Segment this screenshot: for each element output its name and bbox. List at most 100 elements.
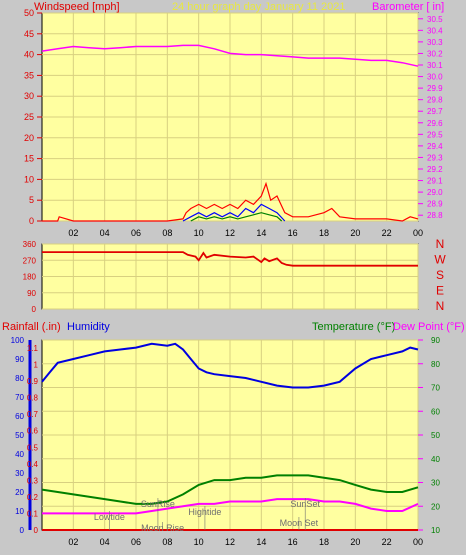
series-line-0 (42, 251, 418, 267)
series-line-0 (42, 181, 419, 222)
tick-label: 28.8 (427, 211, 443, 220)
tick-label: 30.4 (427, 26, 443, 35)
tick-label: 04 (100, 228, 110, 238)
series-line-2 (42, 498, 419, 515)
tick-label: 29.7 (427, 107, 443, 116)
tick-label: 08 (162, 228, 172, 238)
temperature-axis-ticks: 10 20 30 40 50 60 70 80 90 (418, 336, 440, 535)
tick-label: 90 (431, 336, 440, 345)
tick-label: 29.5 (427, 130, 443, 139)
tick-label: 0.4 (27, 460, 39, 469)
barometer-axis-ticks: 28.8 28.9 29.0 29.1 29.2 29.3 29.4 29.5 29.6 29.7… (418, 15, 443, 220)
tick-label: 08 (162, 537, 172, 547)
tick-label: 5 (29, 195, 34, 205)
tick-label: 1.1 (27, 344, 39, 353)
tick-label: 50 (431, 431, 440, 440)
compass-label: E (436, 284, 444, 298)
event-label: Hightide (188, 507, 221, 517)
tick-label: 80 (15, 374, 24, 383)
tick-label: 50 (24, 8, 34, 18)
windspeed-series (41, 44, 419, 222)
tick-label: 20 (15, 488, 24, 497)
tick-label: 30 (24, 91, 34, 101)
tick-label: 0 (32, 305, 37, 314)
tick-label: 40 (15, 450, 24, 459)
tick-label: 29.9 (427, 84, 443, 93)
tick-label: 0.6 (27, 427, 39, 436)
tick-label: 15 (24, 154, 34, 164)
temperature-axis-title: Temperature (°F) (312, 321, 395, 333)
tick-label: 70 (431, 384, 440, 393)
tick-label: 30 (431, 479, 440, 488)
chart-title: 24 hour graph day January 11 2021 (172, 1, 345, 13)
tick-label: 29.3 (427, 153, 443, 162)
tick-label: 16 (288, 228, 298, 238)
tick-label: 50 (15, 431, 24, 440)
tick-label: 20 (431, 502, 440, 511)
tick-label: 29.1 (427, 177, 443, 186)
tick-label: 10 (194, 228, 204, 238)
tick-label: 30 (15, 469, 24, 478)
tick-label: 360 (23, 240, 37, 249)
tick-label: 0.7 (27, 410, 39, 419)
tick-label: 30.2 (427, 49, 443, 58)
event-label: Lowtide (94, 512, 125, 522)
tick-label: 90 (27, 289, 36, 298)
tick-label: 0.1 (27, 509, 39, 518)
tick-label: 40 (431, 455, 440, 464)
tick-label: 20 (24, 133, 34, 143)
barometer-axis-title: Barometer [ in] (372, 1, 444, 13)
tick-label: 29.0 (427, 188, 443, 197)
tick-label: 04 (100, 537, 110, 547)
tick-label: 02 (68, 228, 78, 238)
event-label: Moon Rise (141, 523, 184, 533)
humidity-axis-ticks: 0 0.1 0.2 0.3 0.4 0.5 0.6 0.7 0.8 0.9 1 1.1 (27, 344, 39, 535)
tick-label: 45 (24, 29, 34, 39)
tick-label: 35 (24, 70, 34, 80)
tick-label: 29.6 (427, 119, 443, 128)
tick-label: 1 (34, 361, 39, 370)
windspeed-grid (42, 12, 419, 222)
tick-label: 0.5 (27, 443, 39, 452)
tick-label: 0.3 (27, 476, 39, 485)
tick-label: 10 (431, 526, 440, 535)
windspeed-axis-title: Windspeed [mph] (34, 1, 120, 13)
tick-label: 29.8 (427, 96, 443, 105)
tick-label: 30.5 (427, 15, 443, 24)
dewpoint-axis-title: Dew Point (°F) (393, 321, 465, 333)
event-label: SunSet (290, 499, 320, 509)
tick-label: 40 (24, 50, 34, 60)
compass-label: N (436, 299, 445, 313)
tick-label: 0 (34, 526, 39, 535)
tick-label: 270 (23, 256, 37, 265)
tick-label: 60 (431, 407, 440, 416)
tick-label: 90 (15, 355, 24, 364)
rainfall-axis-ticks: 0 10 20 30 40 50 60 70 80 90 100 (11, 336, 32, 535)
tick-label: 18 (319, 537, 329, 547)
tick-label: 22 (382, 228, 392, 238)
tick-label: 0.2 (27, 493, 39, 502)
tick-label: 0.9 (27, 377, 39, 386)
tick-label: 22 (382, 537, 392, 547)
tick-label: 12 (225, 228, 235, 238)
tick-label: 100 (11, 336, 25, 345)
tick-label: 60 (15, 412, 24, 421)
tick-label: 12 (225, 537, 235, 547)
tick-label: 0 (20, 526, 25, 535)
tick-label: 00 (413, 228, 423, 238)
tick-label: 0 (29, 216, 34, 226)
series-line-3 (41, 44, 419, 67)
tide-sun-moon-events: Lowtide SunRise Moon Rise Hightide SunSet Moo… (94, 498, 320, 533)
tick-label: 30.1 (427, 61, 443, 70)
direction-grid (42, 243, 419, 310)
series-line-1 (182, 203, 286, 222)
temperature-series (41, 342, 419, 531)
windspeed-time-ticks: 02 04 06 08 10 12 14 16 18 20 22 00 (68, 228, 423, 238)
compass-label: S (436, 268, 444, 282)
tick-label: 00 (413, 537, 423, 547)
tick-label: 70 (15, 393, 24, 402)
humidity-axis-title: Humidity (67, 321, 110, 333)
tick-label: 10 (194, 537, 204, 547)
